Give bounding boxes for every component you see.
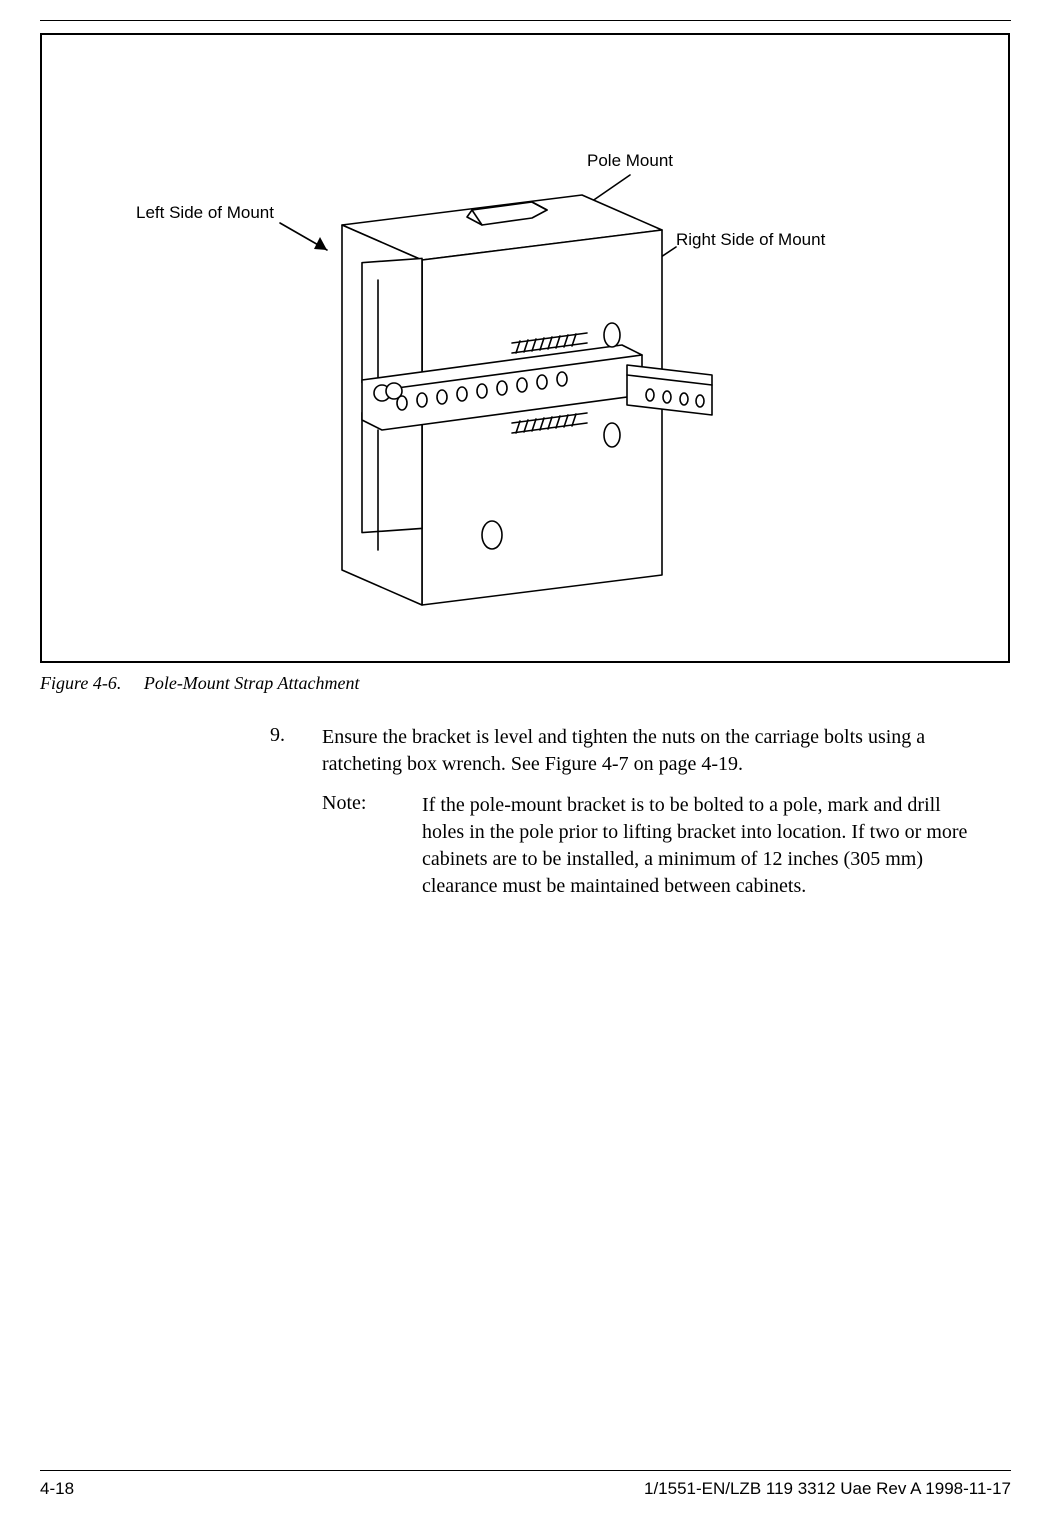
- figure-number: Figure 4-6.: [40, 673, 121, 693]
- doc-id: 1/1551-EN/LZB 119 3312 Uae Rev A 1998-11…: [644, 1479, 1011, 1499]
- figure-caption: Figure 4-6. Pole-Mount Strap Attachment: [40, 673, 1011, 694]
- body-content: 9. Ensure the bracket is level and tight…: [270, 724, 980, 900]
- step-number: 9.: [270, 724, 290, 778]
- step-9: 9. Ensure the bracket is level and tight…: [270, 724, 980, 778]
- note-text: If the pole-mount bracket is to be bolte…: [422, 792, 980, 900]
- top-rule: [40, 20, 1011, 21]
- page-footer: 4-18 1/1551-EN/LZB 119 3312 Uae Rev A 19…: [40, 1470, 1011, 1499]
- step-text: Ensure the bracket is level and tighten …: [322, 724, 980, 778]
- note-label: Note:: [322, 792, 372, 900]
- pole-mount-drawing: [42, 35, 1012, 665]
- figure-box: Pole Mount Left Side of Mount Right Side…: [40, 33, 1010, 663]
- figure-title: Pole-Mount Strap Attachment: [144, 673, 360, 693]
- footer-rule: [40, 1470, 1011, 1471]
- note-block: Note: If the pole-mount bracket is to be…: [322, 792, 980, 900]
- page-number: 4-18: [40, 1479, 74, 1499]
